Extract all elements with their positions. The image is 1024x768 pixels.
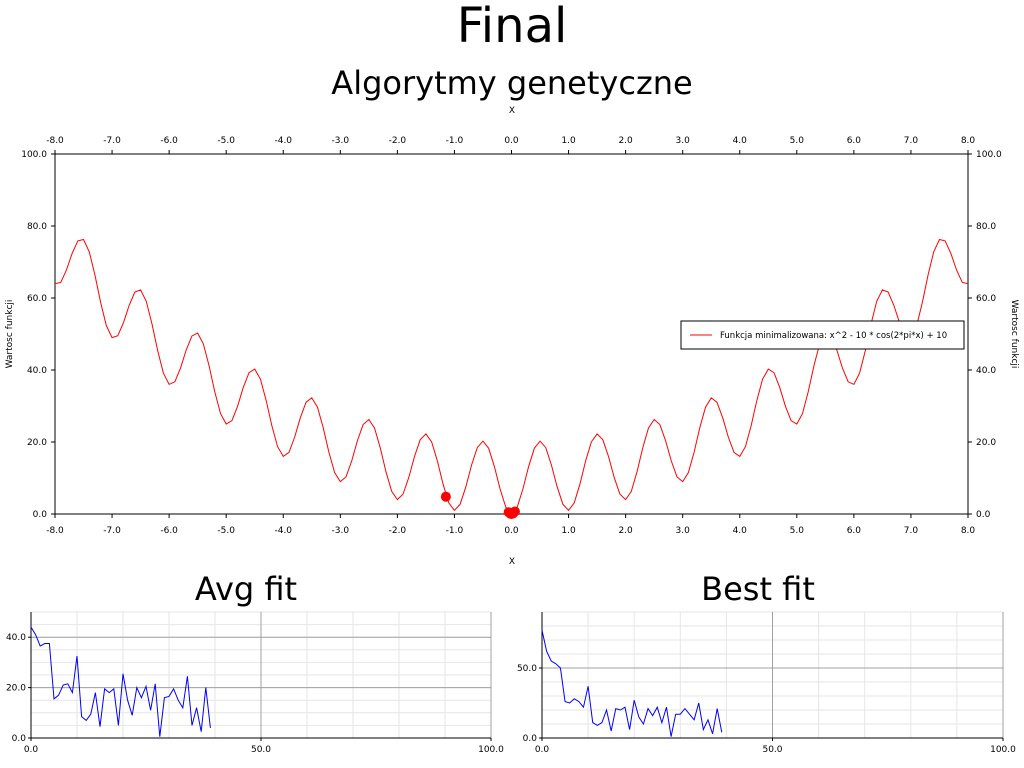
population-point bbox=[440, 491, 451, 502]
legend-entry-label: Funkcja minimalizowana: x^2 - 10 * cos(2… bbox=[720, 331, 947, 341]
main-x-tick-label-top: -1.0 bbox=[446, 136, 464, 146]
main-y-tick-label-left: 20.0 bbox=[27, 438, 47, 448]
main-x-tick-label-bottom: -8.0 bbox=[46, 526, 64, 536]
page-title: Final bbox=[456, 0, 568, 54]
avg-chart-title: Avg fit bbox=[195, 570, 297, 608]
main-x-tick-label-bottom: -2.0 bbox=[389, 526, 407, 536]
best-y-tick-label: 0.0 bbox=[523, 734, 538, 744]
main-x-tick-label-top: 7.0 bbox=[904, 136, 919, 146]
main-x-tick-label-bottom: 6.0 bbox=[847, 526, 862, 536]
main-x-tick-label-top: 3.0 bbox=[676, 136, 691, 146]
main-x-tick-label-bottom: 8.0 bbox=[961, 526, 976, 536]
best-chart-title: Best fit bbox=[701, 570, 815, 608]
main-y-axis-label-left: Wartosc funkcji bbox=[5, 300, 15, 369]
main-x-tick-label-bottom: 1.0 bbox=[561, 526, 576, 536]
main-x-tick-label-bottom: -4.0 bbox=[274, 526, 292, 536]
main-x-tick-label-top: 0.0 bbox=[504, 136, 519, 146]
main-y-tick-label-right: 20.0 bbox=[976, 438, 996, 448]
main-x-tick-label-bottom: 5.0 bbox=[790, 526, 805, 536]
main-y-tick-label-right: 40.0 bbox=[976, 366, 996, 376]
main-function-line bbox=[54, 238, 969, 515]
main-x-tick-label-top: -7.0 bbox=[103, 136, 121, 146]
main-x-tick-label-bottom: 3.0 bbox=[676, 526, 691, 536]
main-x-tick-label-bottom: 4.0 bbox=[733, 526, 748, 536]
main-x-tick-label-top: 2.0 bbox=[618, 136, 633, 146]
population-point bbox=[509, 506, 520, 517]
avg-y-tick-label: 0.0 bbox=[12, 734, 27, 744]
main-x-axis-label-bottom: X bbox=[509, 557, 515, 567]
main-x-tick-label-bottom: -1.0 bbox=[446, 526, 464, 536]
main-y-tick-label-right: 80.0 bbox=[976, 222, 996, 232]
avg-x-tick-label: 50.0 bbox=[251, 745, 271, 755]
main-x-tick-label-bottom: -5.0 bbox=[217, 526, 235, 536]
best-x-tick-label: 50.0 bbox=[762, 745, 782, 755]
best-y-tick-label: 50.0 bbox=[517, 664, 537, 674]
main-x-tick-label-top: -3.0 bbox=[332, 136, 350, 146]
main-x-tick-label-top: -8.0 bbox=[46, 136, 64, 146]
main-y-tick-label-left: 60.0 bbox=[27, 294, 47, 304]
main-x-tick-label-bottom: 0.0 bbox=[504, 526, 519, 536]
main-x-tick-label-top: -2.0 bbox=[389, 136, 407, 146]
main-y-tick-label-left: 0.0 bbox=[33, 510, 48, 520]
main-x-axis-label-top: X bbox=[509, 106, 515, 116]
best-fitness-line bbox=[541, 630, 723, 737]
main-y-axis-label-right: Wartosc funkcji bbox=[1009, 300, 1019, 369]
main-y-tick-label-right: 0.0 bbox=[976, 510, 991, 520]
main-x-tick-label-top: -5.0 bbox=[217, 136, 235, 146]
best-x-tick-label: 0.0 bbox=[535, 745, 550, 755]
main-x-tick-label-top: 6.0 bbox=[847, 136, 862, 146]
avg-x-tick-label: 0.0 bbox=[24, 745, 39, 755]
avg-x-tick-label: 100.0 bbox=[478, 745, 504, 755]
main-y-tick-label-left: 40.0 bbox=[27, 366, 47, 376]
avg-fitness-line bbox=[30, 626, 211, 737]
main-x-tick-label-top: -4.0 bbox=[274, 136, 292, 146]
main-x-tick-label-bottom: -3.0 bbox=[332, 526, 350, 536]
main-x-tick-label-top: 4.0 bbox=[733, 136, 748, 146]
main-chart-title: Algorytmy genetyczne bbox=[331, 64, 692, 102]
main-y-tick-label-right: 100.0 bbox=[976, 150, 1002, 160]
main-x-tick-label-bottom: -6.0 bbox=[160, 526, 178, 536]
main-legend: Funkcja minimalizowana: x^2 - 10 * cos(2… bbox=[680, 320, 965, 350]
main-x-tick-label-top: -6.0 bbox=[160, 136, 178, 146]
main-x-tick-label-bottom: -7.0 bbox=[103, 526, 121, 536]
best-x-tick-label: 100.0 bbox=[990, 745, 1016, 755]
avg-y-tick-label: 40.0 bbox=[6, 633, 26, 643]
main-y-tick-label-left: 80.0 bbox=[27, 222, 47, 232]
main-x-tick-label-top: 8.0 bbox=[961, 136, 976, 146]
main-x-tick-label-bottom: 2.0 bbox=[618, 526, 633, 536]
main-x-tick-label-top: 1.0 bbox=[561, 136, 576, 146]
main-y-tick-label-left: 100.0 bbox=[21, 150, 47, 160]
main-x-tick-label-bottom: 7.0 bbox=[904, 526, 919, 536]
legend-box bbox=[680, 320, 965, 350]
main-x-tick-label-top: 5.0 bbox=[790, 136, 805, 146]
avg-y-tick-label: 20.0 bbox=[6, 684, 26, 694]
main-y-tick-label-right: 60.0 bbox=[976, 294, 996, 304]
